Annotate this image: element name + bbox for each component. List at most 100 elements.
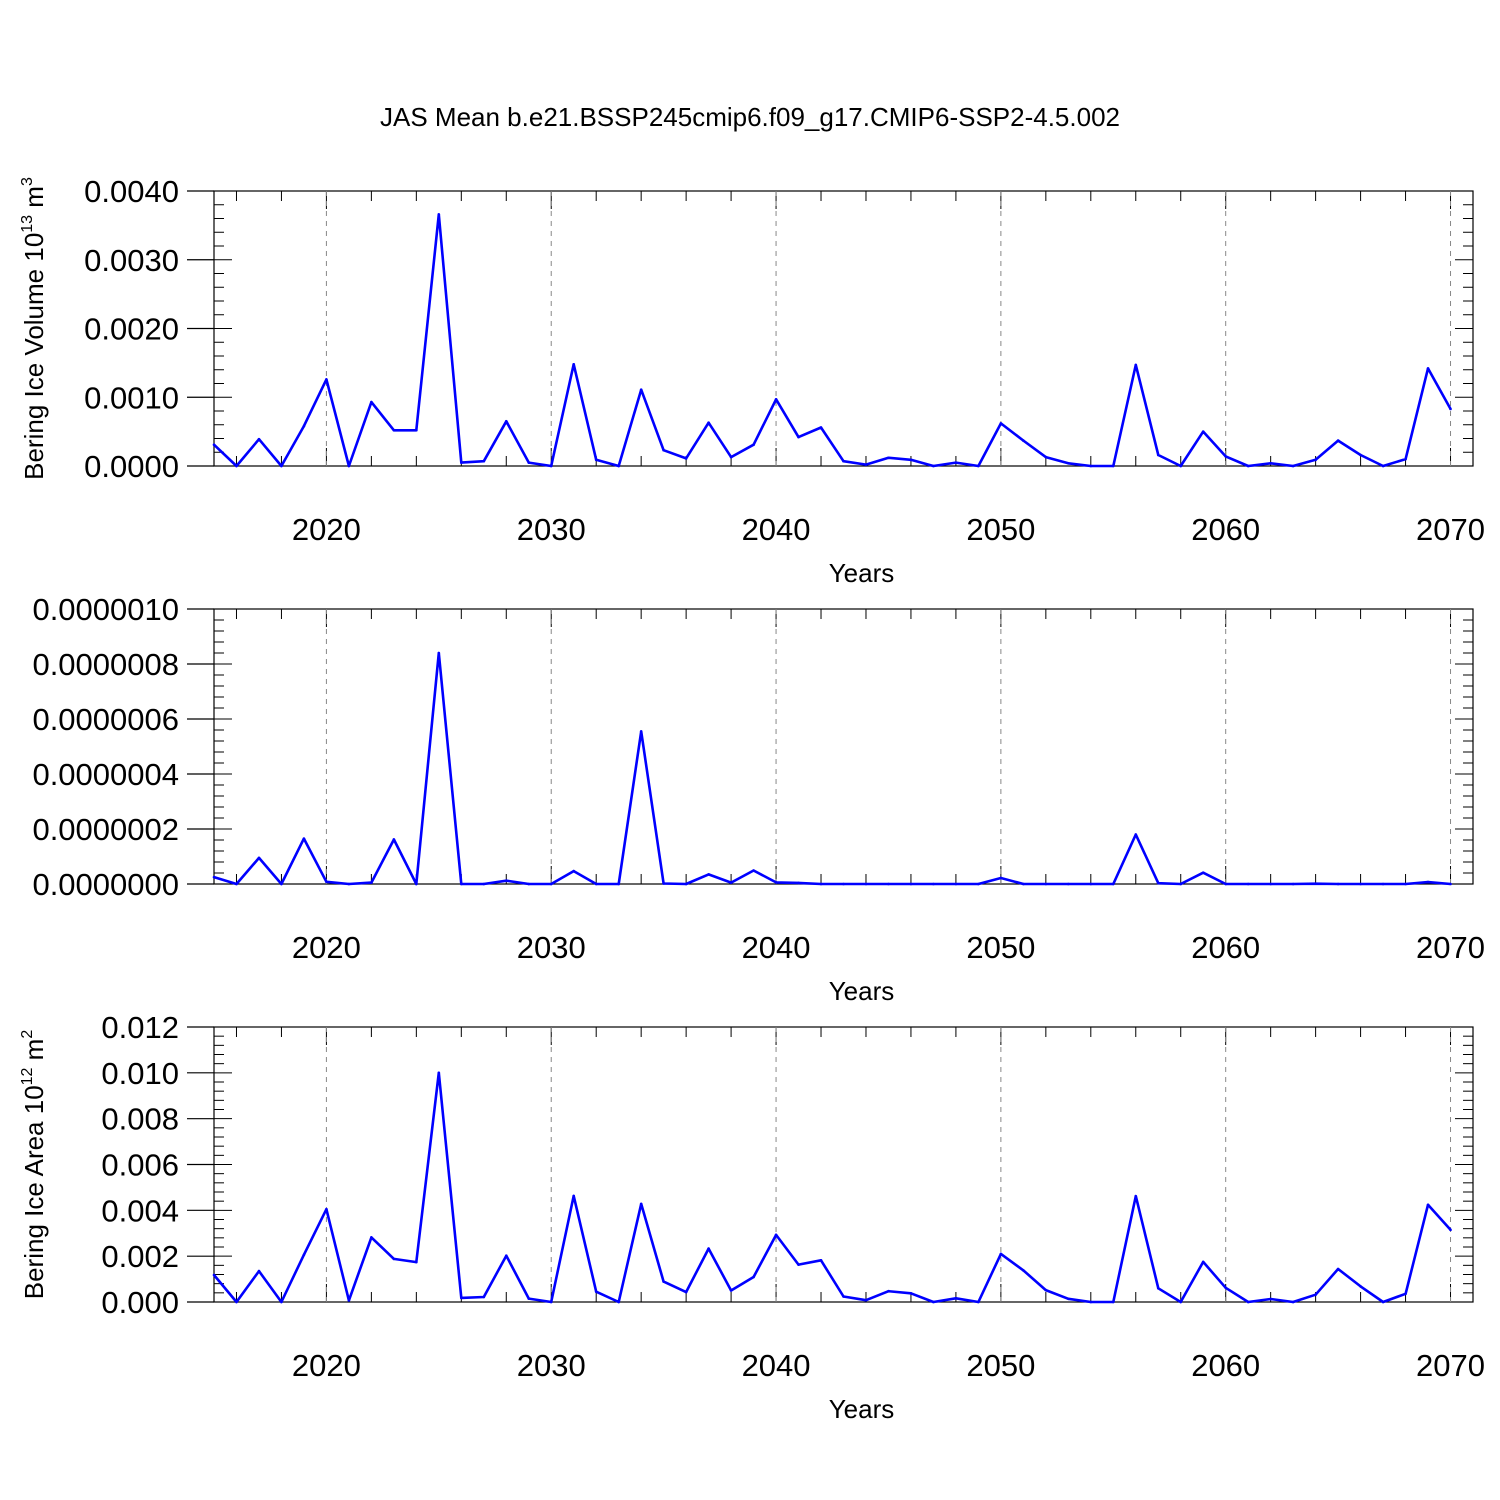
data-point [1449,1228,1452,1232]
plot-frame [213,608,1474,885]
y-tick-label: 0.0000010 [32,592,179,627]
data-point [617,882,620,886]
y-tick-label: 0.000 [101,1285,179,1320]
y-axis-title-power: 13 [19,215,36,233]
data-point [257,856,261,860]
data-point [280,1300,283,1304]
data-point [1314,458,1317,462]
data-point [1426,880,1430,884]
data-point [1291,464,1295,468]
data-point [752,443,755,446]
y-tick-label: 0.006 [101,1148,179,1183]
data-point [212,875,216,879]
y-axis-title-unit-power: 2 [19,1030,36,1039]
panel-area: 2020 2030 2040 2050 2060 2070 0.000 0.002 0.004 0… [19,1010,1485,1424]
data-point [1269,461,1272,465]
data-point [684,882,688,886]
data-point [752,1275,755,1279]
data-point [482,459,486,463]
y-tick-label: 0.004 [101,1193,179,1228]
data-point [235,464,238,468]
x-tick-label: 2060 [1191,1348,1260,1383]
data-point [280,464,283,468]
data-point [797,881,800,885]
y-tick-label: 0.0020 [84,312,179,347]
data-point [842,459,845,463]
y-tick-label: 0.0000004 [32,757,179,792]
y-axis-title-text: Bering Ice Area 10 [19,1085,49,1299]
data-point [482,882,486,886]
data-point [1336,439,1340,442]
data-point [1381,1300,1385,1304]
data-point [1381,882,1385,886]
data-point [617,464,620,468]
data-point [1089,882,1093,886]
data-point [482,1295,486,1299]
data-point [707,421,710,424]
data-point [370,400,373,404]
data-point [415,882,418,886]
data-point [864,463,868,466]
data-point [909,1291,913,1295]
data-point [1134,1194,1138,1198]
data-point [594,1290,598,1293]
data-point [527,1297,531,1300]
series-line [213,651,1451,886]
data-point [729,455,733,459]
y-tick-label: 0.0000006 [32,702,179,737]
data-point [1291,882,1295,886]
data-point [460,882,463,886]
data-point [527,882,531,886]
data-point [1111,464,1115,468]
series-line [213,213,1452,468]
x-axis-title: Years [829,558,895,588]
x-tick-label: 2070 [1416,512,1485,547]
data-point [549,1300,553,1304]
data-point [1134,363,1138,367]
data-point [572,869,576,873]
data-point [977,464,980,468]
x-axis-title: Years [829,976,895,1006]
x-tick-label: 2050 [966,930,1035,965]
data-point [639,1202,643,1206]
data-point [1314,1293,1317,1296]
x-tick-label: 2020 [292,512,361,547]
data-point [684,1290,688,1294]
data-point [887,456,890,460]
data-point [302,424,306,428]
data-point [1156,453,1160,457]
data-point [797,435,800,439]
data-point [639,730,643,733]
data-point [392,428,396,432]
x-tick-label: 2070 [1416,1348,1485,1383]
data-point [684,457,688,460]
data-point [460,1296,463,1300]
x-tick-label: 2050 [966,1348,1035,1383]
data-point [707,873,710,876]
data-point [819,1258,823,1262]
x-tick-label: 2030 [517,930,586,965]
y-axis-title: Bering Ice Area 1012 m2 [19,1030,49,1300]
data-point [864,882,868,886]
y-tick-label: 0.008 [101,1102,179,1137]
plot-frame [213,190,1474,467]
data-point [999,1252,1003,1256]
data-point [932,464,935,468]
data-point [1269,1297,1272,1301]
y-tick-label: 0.0000002 [32,812,179,847]
data-point [302,837,306,840]
y-tick-label: 0.002 [101,1239,179,1274]
data-point [460,461,463,464]
data-point [1089,464,1093,468]
data-point [662,448,665,452]
data-point [347,882,351,886]
data-point [1134,833,1138,836]
data-point [1246,464,1250,468]
data-point [864,1298,868,1302]
data-point [1179,882,1183,886]
data-point [572,1194,576,1198]
data-point [1404,1292,1407,1296]
data-point [819,426,823,429]
data-point [1224,882,1227,886]
data-point [1201,1260,1205,1264]
